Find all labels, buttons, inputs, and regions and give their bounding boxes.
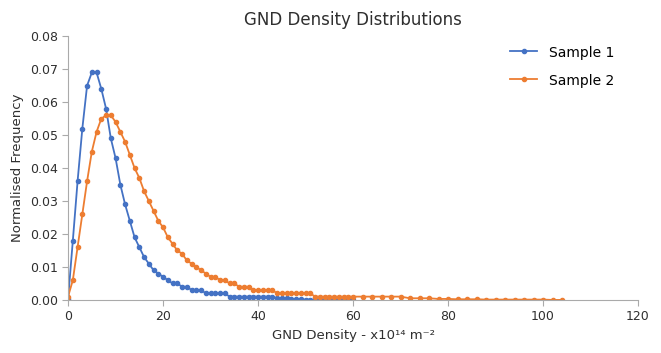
Sample 1 <box>316 298 324 302</box>
Sample 2 <box>558 298 566 302</box>
Sample 2 <box>149 209 157 213</box>
Line: Sample 1: Sample 1 <box>66 70 355 302</box>
Y-axis label: Normalised Frequency: Normalised Frequency <box>11 94 24 242</box>
Sample 1 <box>221 291 229 295</box>
X-axis label: GND Density - x10¹⁴ m⁻²: GND Density - x10¹⁴ m⁻² <box>272 329 434 342</box>
Sample 2 <box>301 291 309 295</box>
Sample 2 <box>397 294 405 299</box>
Legend: Sample 1, Sample 2: Sample 1, Sample 2 <box>510 46 614 88</box>
Sample 1 <box>136 245 143 249</box>
Sample 1 <box>64 297 72 301</box>
Sample 1 <box>88 70 96 74</box>
Sample 1 <box>169 281 176 286</box>
Sample 2 <box>88 149 96 154</box>
Sample 2 <box>349 294 357 299</box>
Sample 1 <box>321 298 329 302</box>
Title: GND Density Distributions: GND Density Distributions <box>244 11 462 29</box>
Line: Sample 2: Sample 2 <box>66 113 564 302</box>
Sample 1 <box>349 298 357 302</box>
Sample 2 <box>549 298 557 302</box>
Sample 2 <box>64 294 72 299</box>
Sample 1 <box>126 219 134 223</box>
Sample 1 <box>240 294 248 299</box>
Sample 2 <box>126 153 134 157</box>
Sample 2 <box>102 113 110 118</box>
